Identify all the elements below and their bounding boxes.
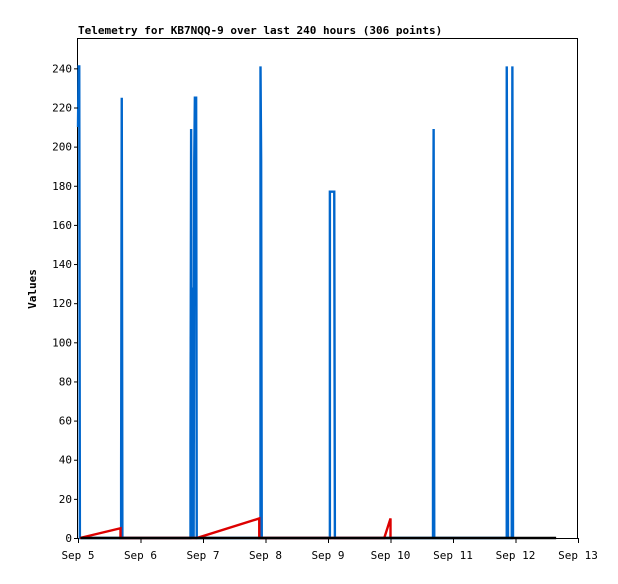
y-tick-label: 220	[52, 101, 72, 114]
chart-title: Telemetry for KB7NQQ-9 over last 240 hou…	[78, 24, 442, 37]
x-tick-label: Sep 5	[61, 549, 94, 562]
y-tick-label: 140	[52, 258, 72, 271]
y-tick-label: 80	[59, 375, 72, 388]
x-tick-label: Sep 13	[558, 549, 598, 562]
y-tick-label: 100	[52, 336, 72, 349]
y-tick-label: 200	[52, 141, 72, 154]
y-tick-label: 60	[59, 415, 72, 428]
x-tick-label: Sep 9	[311, 549, 344, 562]
plot-frame	[77, 38, 578, 539]
series-line-0	[76, 65, 515, 540]
y-tick-label: 20	[59, 493, 72, 506]
y-tick-label: 120	[52, 297, 72, 310]
y-tick-label: 240	[52, 62, 72, 75]
x-axis: Sep 5 Sep 6 Sep 7 Sep 8 Sep 9 Sep 10 Sep 11 Sep…	[61, 538, 598, 562]
x-tick-label: Sep 12	[496, 549, 536, 562]
y-tick-label: 40	[59, 454, 72, 467]
x-tick-label: Sep 10	[371, 549, 411, 562]
y-tick-label: 160	[52, 219, 72, 232]
y-axis-label: Values	[26, 269, 39, 309]
x-tick-label: Sep 8	[249, 549, 282, 562]
x-tick-label: Sep 6	[124, 549, 157, 562]
y-tick-label: 0	[65, 532, 72, 545]
y-tick-label: 180	[52, 180, 72, 193]
x-tick-label: Sep 11	[433, 549, 473, 562]
x-tick-label: Sep 7	[186, 549, 219, 562]
series-layer	[76, 65, 557, 540]
y-axis: 0 20 40 60 80 100 120 140 160 180 200 220 240	[52, 62, 78, 545]
series-line-1	[79, 516, 392, 540]
